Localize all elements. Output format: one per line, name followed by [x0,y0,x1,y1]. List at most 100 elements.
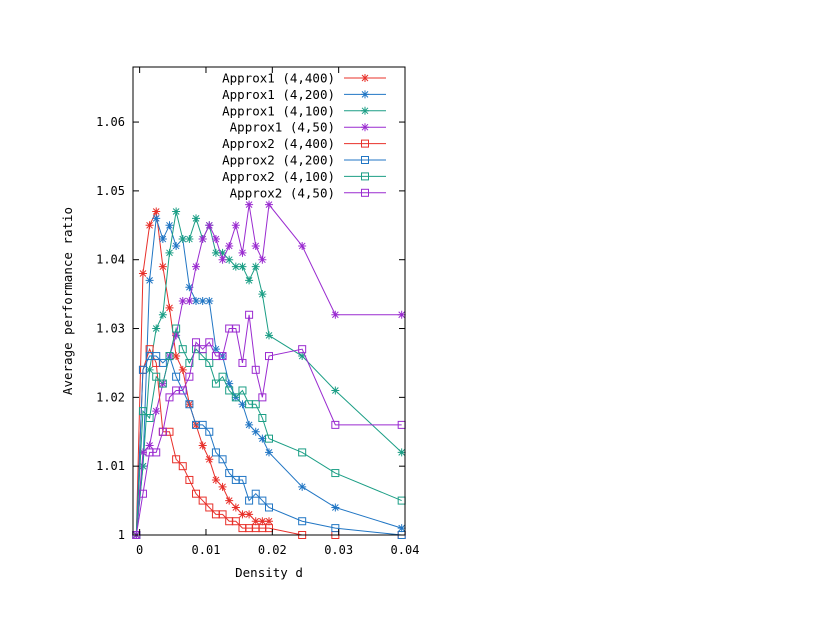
legend-entry: Approx2 (4,200) [222,153,386,168]
data-point [258,434,267,443]
data-point [238,248,247,257]
data-point [172,372,181,381]
data-point [225,255,234,264]
x-axis-title: Density d [235,565,303,580]
data-point [145,414,154,422]
data-point [138,407,147,416]
data-point [178,345,187,354]
data-point [192,214,201,223]
data-point [231,503,240,512]
data-point [231,393,240,402]
data-point [251,427,260,436]
data-point [245,510,254,519]
data-point [258,393,267,402]
legend-label: Approx1 (4,100) [222,103,335,118]
data-point [211,248,220,257]
data-point [245,420,254,429]
data-point [185,372,194,381]
legend-entry: Approx2 (4,100) [222,169,386,184]
data-point [265,517,273,526]
data-point [265,448,273,457]
data-point [145,441,154,450]
data-point [265,503,273,512]
data-point [265,331,273,340]
data-point [251,517,260,526]
data-point [165,248,174,257]
legend-label: Approx2 (4,50) [230,185,335,200]
data-point [158,379,167,388]
data-point [298,448,307,457]
data-point [258,290,267,299]
data-point [205,455,214,464]
series-8 [132,310,406,539]
data-point [198,441,207,450]
legend-entry: Approx1 (4,100) [222,103,386,118]
data-point [245,496,254,505]
data-point [165,352,174,361]
data-point [231,262,240,271]
legend-label: Approx2 (4,400) [222,136,335,151]
legend-entry: Approx2 (4,50) [230,185,386,200]
data-point [298,345,307,354]
data-point [172,241,181,250]
data-point [211,235,220,244]
data-point [185,400,194,409]
data-point [258,517,267,526]
data-point [185,297,194,305]
data-point [158,358,167,367]
data-point [225,496,234,505]
data-point [238,510,247,519]
data-point [225,241,234,250]
data-point [205,427,214,436]
data-point [145,276,154,285]
legend-marker [361,172,369,181]
data-point [152,372,161,381]
data-point [265,352,273,361]
data-point [238,262,247,271]
data-point [158,310,167,319]
data-point [331,503,340,512]
data-point [265,524,273,533]
data-point [178,386,187,395]
data-point [152,324,161,333]
data-point [205,297,214,305]
data-point [397,448,406,457]
data-point [298,517,307,526]
legend-marker [361,139,369,148]
data-point [331,310,340,319]
plot-frame [132,66,406,536]
y-tick-label: 1.01 [96,459,125,473]
data-point [231,221,240,230]
x-tick-label: 0.04 [391,543,420,557]
legend: Approx1 (4,400)Approx1 (4,200)Approx1 (4… [222,71,386,200]
data-point [152,214,161,223]
data-point [298,352,307,361]
data-point [397,310,406,319]
data-point [258,496,267,505]
data-point [172,324,181,333]
data-point [238,475,247,484]
data-point [198,297,207,305]
data-point [245,200,254,209]
data-point [238,400,247,409]
data-point [158,235,167,244]
data-point [172,331,181,340]
series-4 [132,200,406,539]
data-point [145,221,154,230]
legend-entry: Approx1 (4,50) [230,120,386,135]
data-point [138,489,147,498]
data-point [245,310,254,319]
data-point [172,352,181,361]
data-point [251,489,260,498]
legend-marker [361,156,369,164]
data-point [192,262,201,271]
data-point [218,455,227,464]
data-point [218,248,227,257]
legend-marker [361,188,369,197]
data-point [178,462,187,471]
data-point [231,324,240,333]
data-point [298,482,307,491]
data-point [225,379,234,388]
data-point [138,448,147,457]
data-point [331,469,340,478]
